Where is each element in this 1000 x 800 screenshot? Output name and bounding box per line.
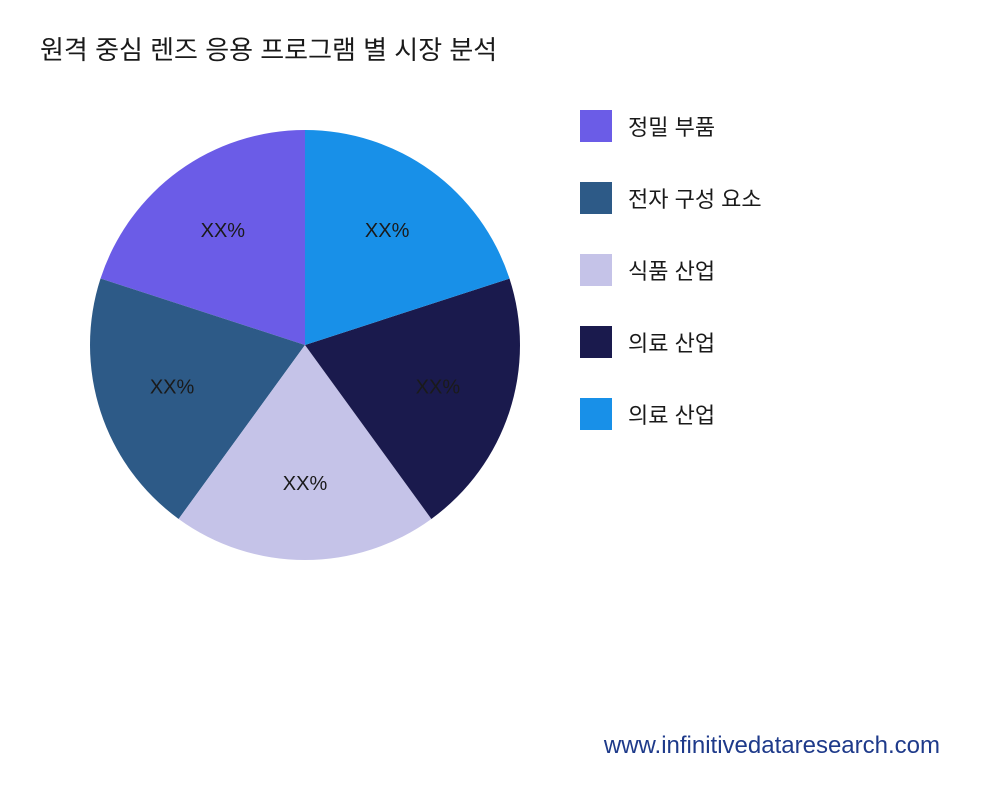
legend-swatch [580,254,612,286]
legend-label: 의료 산업 [628,398,715,430]
legend-label: 전자 구성 요소 [628,182,762,214]
legend-label: 정밀 부품 [628,110,715,142]
pie-slice-label: XX% [201,220,246,242]
legend-label: 의료 산업 [628,326,715,358]
pie-slice-label: XX% [365,220,410,242]
legend-item: 의료 산업 [580,398,762,430]
pie-chart: XX% XX% XX% XX% XX% [80,120,530,570]
legend-label: 식품 산업 [628,254,715,286]
legend-swatch [580,110,612,142]
chart-title: 원격 중심 렌즈 응용 프로그램 별 시장 분석 [40,30,497,67]
pie-slice-label: XX% [150,376,195,398]
pie-slice-label: XX% [416,376,461,398]
legend-swatch [580,182,612,214]
legend-swatch [580,326,612,358]
footer-link: www.infinitivedataresearch.com [604,732,940,760]
legend-swatch [580,398,612,430]
pie-svg: XX% XX% XX% XX% XX% [80,120,530,570]
legend-item: 정밀 부품 [580,110,762,142]
legend-item: 식품 산업 [580,254,762,286]
pie-slice-label: XX% [283,473,328,495]
legend: 정밀 부품전자 구성 요소식품 산업의료 산업의료 산업 [580,110,762,430]
legend-item: 의료 산업 [580,326,762,358]
legend-item: 전자 구성 요소 [580,182,762,214]
